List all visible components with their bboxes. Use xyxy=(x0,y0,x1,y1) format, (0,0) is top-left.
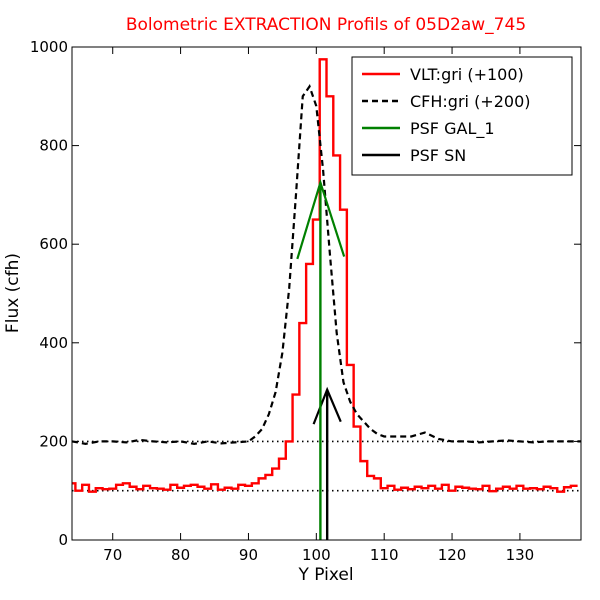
x-tick-label-130: 130 xyxy=(506,546,535,564)
x-tick-label-110: 110 xyxy=(370,546,399,564)
y-tick-label-800: 800 xyxy=(39,137,68,155)
y-tick-label-0: 0 xyxy=(58,531,68,549)
legend: VLT:gri (+100) CFH:gri (+200) PSF GAL_1 PSF… xyxy=(351,56,573,176)
y-tick-label-1000: 1000 xyxy=(30,38,68,56)
legend-label-psf-sn: PSF SN xyxy=(410,146,466,165)
x-tick-label-90: 90 xyxy=(239,546,258,564)
plot-frame xyxy=(71,46,582,541)
legend-label-psf-gal-1: PSF GAL_1 xyxy=(410,119,495,139)
chart-title: Bolometric EXTRACTION Profils of 05D2aw_… xyxy=(126,15,526,35)
y-tick-label-200: 200 xyxy=(39,432,68,450)
x-axis-label: Y Pixel xyxy=(297,565,353,585)
x-tick-label-70: 70 xyxy=(103,546,122,564)
y-tick-label-400: 400 xyxy=(39,334,68,352)
y-tick-label-600: 600 xyxy=(39,235,68,253)
legend-label-vlt-gri-100: VLT:gri (+100) xyxy=(410,65,524,84)
series-vlt-gri-100 xyxy=(72,58,578,493)
legend-label-cfh-gri-200: CFH:gri (+200) xyxy=(410,92,531,111)
x-tick-label-100: 100 xyxy=(302,546,331,564)
y-axis-label: Flux (cfh) xyxy=(3,253,23,333)
x-tick-label-80: 80 xyxy=(171,546,190,564)
x-tick-label-120: 120 xyxy=(438,546,467,564)
